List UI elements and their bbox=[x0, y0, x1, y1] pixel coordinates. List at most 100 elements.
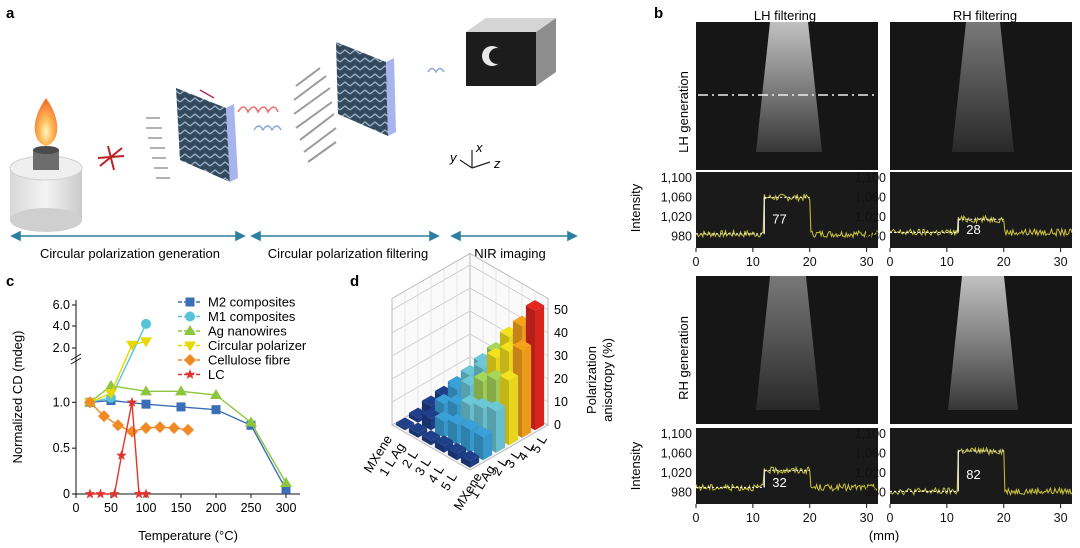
ytick-label: 0 bbox=[63, 487, 70, 501]
axis-y-label: y bbox=[449, 150, 458, 165]
section-filtering: Circular polarization filtering bbox=[268, 246, 428, 261]
xtick-label: 20 bbox=[997, 511, 1011, 525]
xtick-label: 10 bbox=[940, 511, 954, 525]
nir-camera bbox=[466, 18, 556, 86]
panel-label-a: a bbox=[6, 5, 15, 22]
data-point bbox=[210, 389, 222, 399]
data-point bbox=[184, 341, 196, 352]
ylabel-bottom: Intensity bbox=[628, 441, 643, 490]
xtick-label: 30 bbox=[1054, 255, 1068, 269]
bar bbox=[473, 426, 493, 461]
panel-label-c: c bbox=[6, 273, 14, 290]
heat-source-illustration bbox=[9, 98, 83, 232]
data-point bbox=[140, 488, 152, 499]
linear-polarizer-lines bbox=[146, 117, 170, 179]
data-point bbox=[154, 421, 166, 434]
circular-light-spiral-red bbox=[237, 106, 279, 114]
data-point bbox=[133, 488, 145, 499]
ytick-label: 980 bbox=[671, 485, 692, 499]
profile-trace bbox=[695, 465, 879, 493]
bar-face-top bbox=[486, 400, 506, 412]
ytick-label: 980 bbox=[865, 485, 886, 499]
bar bbox=[395, 417, 415, 431]
data-point bbox=[140, 385, 152, 396]
data-point bbox=[95, 488, 106, 499]
ytick-label: 4.0 bbox=[53, 319, 70, 333]
bar-face-top bbox=[447, 442, 467, 454]
bar-face-top bbox=[460, 450, 480, 461]
ztick-label: 40 bbox=[554, 326, 568, 340]
data-point bbox=[141, 399, 151, 409]
data-point bbox=[176, 402, 186, 412]
ytick-label: 1,060 bbox=[855, 190, 886, 204]
legend-label: M2 composites bbox=[208, 295, 296, 310]
ytick-label: 1.0 bbox=[53, 395, 70, 409]
bar-face-left bbox=[408, 427, 418, 438]
xtick-label: 0 bbox=[887, 255, 894, 269]
data-point bbox=[184, 354, 196, 366]
bar-face-right bbox=[405, 422, 415, 431]
section-imaging: NIR imaging bbox=[474, 246, 546, 261]
ytick-label: 980 bbox=[671, 229, 692, 243]
bar-face-left bbox=[447, 419, 457, 446]
sample-plate-2 bbox=[336, 42, 396, 136]
data-point bbox=[280, 477, 292, 487]
ytick-label: 1,020 bbox=[661, 466, 692, 480]
coordinate-axes bbox=[459, 150, 491, 169]
data-point bbox=[84, 396, 96, 409]
series-line bbox=[89, 399, 287, 490]
section-arrows bbox=[10, 230, 578, 242]
xtick-label: 30 bbox=[1054, 511, 1068, 525]
sample-plate-1 bbox=[176, 88, 238, 182]
panel-label-b: b bbox=[654, 5, 663, 22]
legend-label: Circular polarizer bbox=[208, 338, 307, 353]
ylabel-top: Intensity bbox=[628, 183, 643, 232]
panel-a: a bbox=[6, 5, 578, 261]
bar bbox=[408, 422, 428, 438]
xtick-label: 30 bbox=[860, 511, 874, 525]
panel-b: b LH filtering RH filtering LH generatio… bbox=[628, 5, 1073, 543]
ztick-label: 10 bbox=[554, 395, 568, 409]
ytick-label: 1,020 bbox=[855, 210, 886, 224]
nir-image-lh-lh bbox=[696, 22, 878, 170]
bar-face-left bbox=[460, 455, 470, 468]
profile-trace bbox=[889, 446, 1073, 497]
axis-z-label: z bbox=[493, 156, 501, 171]
ztick-label: 50 bbox=[554, 303, 568, 317]
data-point bbox=[112, 419, 124, 432]
xtick-label: 10 bbox=[746, 511, 760, 525]
ytick-label: 1,020 bbox=[661, 210, 692, 224]
data-point bbox=[185, 311, 195, 322]
rotation-arrow bbox=[199, 89, 215, 99]
data-point bbox=[116, 450, 127, 460]
ytick-label: 0.5 bbox=[53, 441, 70, 455]
data-point bbox=[98, 410, 110, 423]
bar-face-right bbox=[496, 406, 506, 453]
z-axis-title: Polarization bbox=[584, 346, 599, 414]
axis-break bbox=[70, 357, 82, 365]
xtick-label: 0 bbox=[73, 501, 80, 515]
col-header-lh: LH filtering bbox=[754, 8, 816, 23]
data-point bbox=[126, 425, 138, 438]
panel-label-d: d bbox=[350, 273, 359, 290]
ytick-label: 1,020 bbox=[855, 466, 886, 480]
bar-face-left bbox=[460, 424, 470, 453]
profile-trace bbox=[889, 214, 1073, 238]
xtick-label: 250 bbox=[241, 501, 262, 515]
col-header-rh: RH filtering bbox=[953, 8, 1017, 23]
series-circular-polarizer: Circular polarizer bbox=[84, 337, 307, 409]
axis-break bbox=[70, 353, 82, 361]
ztick-label: 20 bbox=[554, 372, 568, 386]
x-axis-title: Temperature (°C) bbox=[138, 528, 238, 543]
ytick-label: 1,100 bbox=[661, 427, 692, 441]
bar-face-left bbox=[447, 448, 457, 461]
data-point bbox=[245, 416, 257, 427]
xtick-label: 20 bbox=[803, 511, 817, 525]
bar-face-right bbox=[522, 345, 532, 438]
xtick-label: 300 bbox=[276, 501, 297, 515]
row-label-lh: LH generation bbox=[676, 71, 691, 153]
